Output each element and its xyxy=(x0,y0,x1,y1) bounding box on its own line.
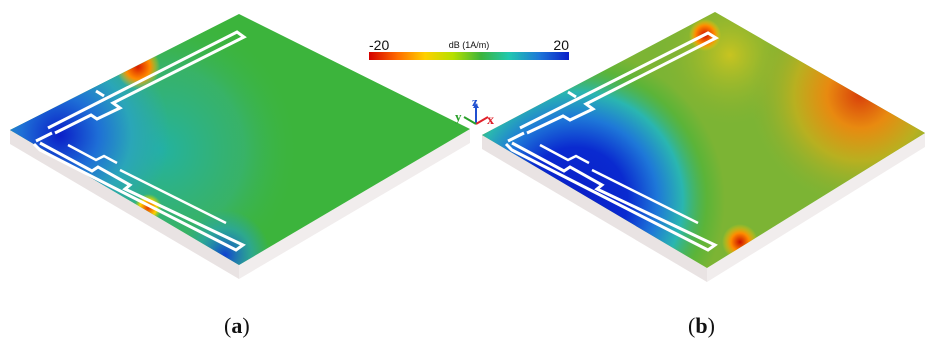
panel-b xyxy=(482,12,925,282)
colorbar: -20 dB (1A/m) 20 xyxy=(369,37,569,60)
substrate-side-right-b xyxy=(707,133,925,282)
x-axis-label: x xyxy=(487,113,494,128)
caption-a-close: ) xyxy=(242,313,250,338)
colorbar-max-label: 20 xyxy=(553,37,569,53)
colorbar-min-label: -20 xyxy=(369,37,389,53)
axes-triad: z x y xyxy=(455,94,494,128)
microstrip-trace xyxy=(32,30,247,252)
x-axis-arrow xyxy=(475,116,489,125)
substrate-side-right xyxy=(239,129,470,279)
colorbar-unit-label: dB (1A/m) xyxy=(449,40,490,50)
caption-b: (b) xyxy=(688,313,715,339)
y-axis-arrow xyxy=(463,116,477,125)
caption-b-open: ( xyxy=(688,313,696,338)
caption-a: (a) xyxy=(224,313,250,339)
trace-bottom-edge xyxy=(67,143,227,225)
y-axis-label: y xyxy=(455,109,462,124)
microstrip-trace-b xyxy=(504,31,720,252)
substrate-side-left-b xyxy=(482,135,707,282)
trace-bottom-edge-b xyxy=(539,143,699,225)
z-axis-label: z xyxy=(472,94,478,109)
colorbar-scale xyxy=(369,52,569,60)
panel-a xyxy=(10,14,470,279)
substrate-side-left xyxy=(10,130,239,279)
caption-b-close: ) xyxy=(707,313,715,338)
caption-a-open: ( xyxy=(224,313,232,338)
caption-b-letter: b xyxy=(695,313,708,338)
caption-a-letter: a xyxy=(231,313,243,338)
z-axis-arrowhead xyxy=(473,103,479,108)
